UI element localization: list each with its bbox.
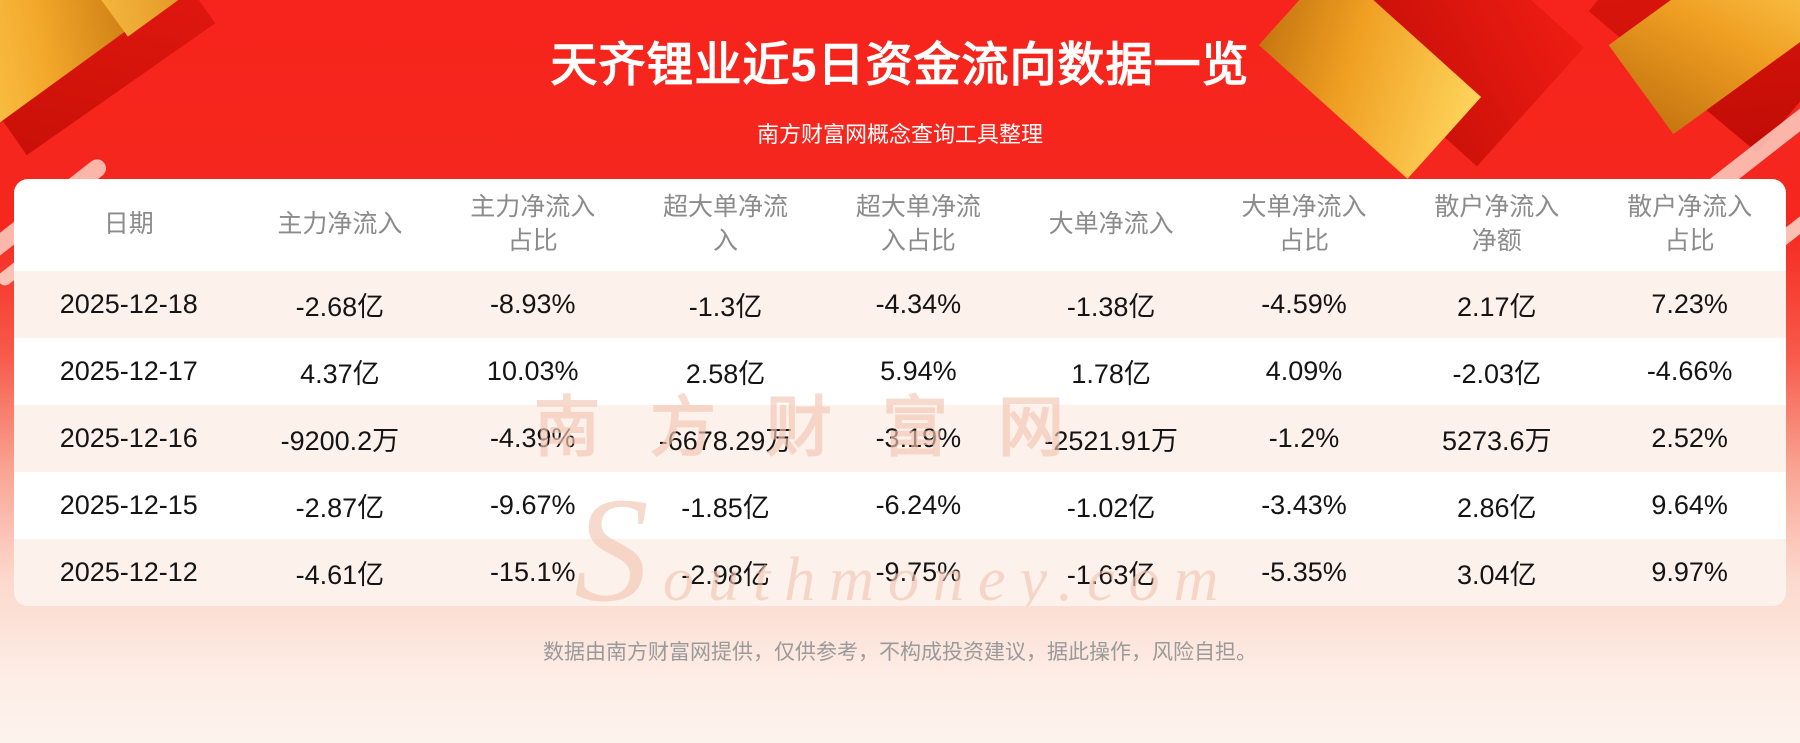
value-cell: -5.35% (1261, 557, 1347, 587)
value-cell: 5.94% (880, 356, 957, 386)
page-title: 天齐锂业近5日资金流向数据一览 (550, 38, 1250, 91)
value-cell: 10.03% (486, 356, 579, 386)
value-cell: -6.24% (875, 490, 962, 520)
value-cell: 4.37亿 (300, 359, 380, 389)
date-cell: 2025-12-16 (59, 423, 198, 453)
column-header-large-net-inflow-ratio: 大单净流入占比 (1241, 193, 1367, 255)
column-header-xlarge-net-inflow: 超大单净流入 (663, 193, 789, 255)
value-cell: 3.04亿 (1457, 560, 1537, 590)
value-cell: -9200.2万 (280, 426, 400, 456)
table-row: 2025-12-15 -2.87亿 -9.67% -1.85亿 -6.24% -1.02亿… (14, 472, 1786, 539)
table-header-row: 日期 主力净流入 主力净流入占比 超大单净流入 超大单净流入占比 大单净流入 大… (14, 179, 1786, 271)
value-cell: -2.03亿 (1452, 359, 1542, 389)
value-cell: -3.43% (1261, 490, 1347, 520)
value-cell: -4.61亿 (295, 560, 385, 590)
column-header-main-net-inflow: 主力净流入 (277, 210, 403, 239)
value-cell: -1.85亿 (681, 493, 770, 523)
value-cell: -2.98亿 (681, 560, 770, 590)
value-cell: -1.3亿 (688, 292, 763, 322)
column-header-large-net-inflow: 大单净流入 (1048, 210, 1174, 239)
value-cell: -2.68亿 (295, 292, 385, 322)
value-cell: -4.39% (489, 423, 576, 453)
value-cell: 5273.6万 (1441, 426, 1552, 456)
value-cell: 4.09% (1265, 356, 1343, 386)
column-header-retail-net-inflow-ratio: 散户净流入占比 (1627, 193, 1753, 255)
value-cell: -9.67% (489, 490, 576, 520)
disclaimer: 数据由南方财富网提供，仅供参考，不构成投资建议，据此操作，风险自担。 (543, 641, 1257, 664)
value-cell: -1.02亿 (1066, 493, 1156, 523)
value-cell: -4.34% (875, 289, 962, 319)
value-cell: 9.64% (1651, 490, 1728, 520)
banner: 天齐锂业近5日资金流向数据一览 南方财富网概念查询工具整理 (0, 0, 1800, 149)
date-cell: 2025-12-15 (59, 490, 198, 520)
value-cell: 2.52% (1651, 423, 1728, 453)
table-row: 2025-12-16 -9200.2万 -4.39% -6678.29万 -3.19% -… (14, 405, 1786, 472)
table-row: 2025-12-18 -2.68亿 -8.93% -1.3亿 -4.34% -1.38亿 -… (14, 271, 1786, 338)
data-card: 日期 主力净流入 主力净流入占比 超大单净流入 超大单净流入占比 大单净流入 大… (14, 179, 1786, 606)
value-cell: -1.2% (1268, 423, 1340, 453)
value-cell: 2.58亿 (685, 359, 766, 389)
column-header-main-net-inflow-ratio: 主力净流入占比 (470, 193, 596, 255)
date-cell: 2025-12-17 (59, 356, 198, 386)
value-cell: -15.1% (489, 557, 576, 587)
column-header-xlarge-net-inflow-ratio: 超大单净流入占比 (855, 193, 981, 255)
value-cell: 2.17亿 (1457, 292, 1537, 322)
value-cell: -1.38亿 (1066, 292, 1156, 322)
value-cell: -2.87亿 (295, 493, 385, 523)
value-cell: -9.75% (875, 557, 962, 587)
value-cell: -6678.29万 (658, 426, 793, 456)
value-cell: 7.23% (1651, 289, 1728, 319)
value-cell: -2521.91万 (1044, 426, 1178, 456)
value-cell: 2.86亿 (1457, 493, 1537, 523)
column-header-date: 日期 (103, 210, 154, 239)
date-cell: 2025-12-18 (59, 289, 198, 319)
fund-flow-table: 日期 主力净流入 主力净流入占比 超大单净流入 超大单净流入占比 大单净流入 大… (14, 179, 1786, 606)
date-cell: 2025-12-12 (59, 557, 198, 587)
table-body: 2025-12-18 -2.68亿 -8.93% -1.3亿 -4.34% -1.38亿 -… (14, 271, 1786, 606)
value-cell: -1.63亿 (1066, 560, 1156, 590)
value-cell: -8.93% (489, 289, 576, 319)
value-cell: -4.59% (1261, 289, 1347, 319)
page-subtitle: 南方财富网概念查询工具整理 (756, 122, 1043, 147)
value-cell: -3.19% (875, 423, 962, 453)
value-cell: 9.97% (1651, 557, 1728, 587)
table-row: 2025-12-17 4.37亿 10.03% 2.58亿 5.94% 1.78亿 4.09… (14, 338, 1786, 405)
value-cell: 1.78亿 (1071, 359, 1151, 389)
value-cell: -4.66% (1646, 356, 1733, 386)
column-header-retail-net-inflow: 散户净流入净额 (1434, 193, 1560, 255)
table-row: 2025-12-12 -4.61亿 -15.1% -2.98亿 -9.75% -1.63亿… (14, 539, 1786, 606)
